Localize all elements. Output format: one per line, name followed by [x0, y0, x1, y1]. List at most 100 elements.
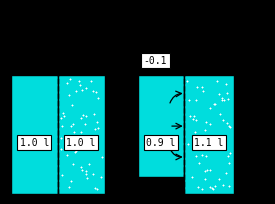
Text: -0.1: -0.1: [144, 56, 167, 66]
Point: [85, 176, 89, 179]
Point: [95, 187, 99, 191]
Point: [91, 173, 96, 176]
Point: [214, 80, 219, 84]
Point: [96, 127, 101, 130]
Point: [70, 144, 74, 147]
Point: [71, 123, 75, 126]
Point: [66, 143, 71, 146]
Point: [190, 175, 194, 179]
Point: [185, 80, 189, 84]
Point: [195, 86, 199, 89]
Point: [200, 85, 204, 89]
Point: [89, 80, 93, 83]
Point: [224, 83, 228, 86]
Point: [84, 173, 89, 176]
Point: [208, 168, 212, 172]
Point: [87, 163, 91, 166]
Point: [220, 97, 224, 100]
Point: [69, 179, 73, 182]
Point: [197, 161, 201, 164]
Point: [79, 166, 84, 169]
Point: [199, 154, 204, 157]
Point: [191, 118, 195, 121]
Point: [94, 121, 99, 124]
Point: [193, 130, 197, 134]
Point: [68, 78, 72, 82]
Point: [204, 169, 209, 172]
Point: [90, 147, 95, 150]
Point: [207, 107, 212, 110]
Bar: [184, 75, 234, 194]
Bar: [138, 75, 184, 177]
Point: [224, 171, 229, 174]
Point: [92, 113, 97, 116]
Point: [204, 155, 208, 158]
Point: [74, 150, 79, 153]
Point: [62, 115, 67, 118]
Point: [185, 143, 190, 146]
Point: [194, 99, 198, 102]
Point: [203, 129, 207, 132]
Point: [220, 99, 225, 102]
Point: [99, 156, 104, 159]
Point: [99, 175, 103, 178]
Point: [84, 87, 88, 90]
Point: [79, 148, 84, 151]
Point: [94, 90, 99, 94]
Point: [79, 117, 83, 120]
Point: [81, 113, 86, 117]
Point: [78, 140, 82, 143]
Point: [79, 130, 84, 134]
Point: [218, 135, 223, 139]
Point: [210, 187, 214, 190]
Point: [59, 147, 63, 150]
Point: [225, 122, 229, 125]
Point: [69, 104, 74, 108]
Point: [226, 98, 230, 101]
Text: 1.0 l: 1.0 l: [20, 138, 49, 148]
Point: [73, 151, 78, 154]
Point: [191, 115, 196, 118]
Point: [210, 188, 215, 191]
Point: [71, 163, 75, 166]
Point: [228, 125, 232, 129]
Point: [221, 118, 225, 122]
Point: [65, 82, 69, 85]
Point: [93, 128, 97, 131]
Point: [218, 137, 222, 140]
Point: [93, 187, 98, 190]
Point: [91, 90, 95, 94]
Bar: [11, 75, 58, 194]
Point: [95, 97, 100, 100]
Point: [81, 141, 85, 144]
Point: [60, 125, 65, 128]
Text: 1.0 l: 1.0 l: [67, 138, 96, 148]
Point: [196, 186, 200, 189]
Point: [227, 124, 231, 128]
Point: [218, 113, 222, 116]
Point: [67, 94, 72, 97]
Text: 1.1 l: 1.1 l: [194, 138, 224, 148]
Point: [84, 114, 88, 118]
Point: [203, 169, 208, 172]
Point: [73, 90, 78, 93]
Point: [194, 154, 199, 157]
Point: [77, 80, 81, 83]
Point: [226, 155, 230, 158]
Point: [59, 117, 63, 121]
Text: 0.9 l: 0.9 l: [146, 138, 175, 148]
Point: [84, 170, 89, 173]
Point: [200, 188, 204, 191]
Point: [83, 123, 87, 126]
Bar: [58, 75, 104, 194]
Point: [208, 123, 212, 126]
Point: [194, 119, 198, 122]
Point: [227, 162, 231, 165]
Point: [204, 120, 208, 124]
Point: [211, 103, 216, 106]
Point: [61, 112, 65, 115]
Point: [79, 89, 84, 92]
Point: [227, 185, 231, 188]
Point: [202, 177, 207, 181]
Point: [216, 93, 221, 96]
